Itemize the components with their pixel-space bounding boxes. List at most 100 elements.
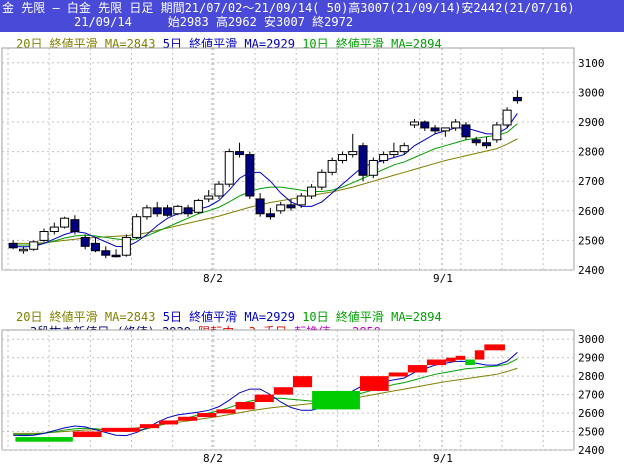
candle-down — [461, 124, 471, 138]
brick-up — [158, 420, 179, 425]
candle-up — [502, 109, 512, 126]
candle-up — [18, 248, 28, 252]
candle-down — [420, 121, 430, 129]
price-y-tick-label: 2800 — [578, 146, 605, 159]
brick-up — [139, 424, 159, 429]
price-y-tick-label: 3000 — [578, 86, 605, 99]
candle-down — [265, 213, 275, 218]
candle-down — [111, 254, 121, 258]
candle-up — [276, 204, 286, 212]
price-ma20-line — [13, 138, 518, 244]
header-ohlc: 21/09/14 始2983 高2962 安3007 終2972 — [2, 16, 353, 29]
price-y-tick-label: 2500 — [578, 234, 605, 247]
kagi-ma20-line — [13, 367, 518, 434]
price-y-tick-label: 2900 — [578, 116, 605, 129]
candle-up — [224, 151, 234, 185]
candle-up — [121, 236, 131, 256]
brick-up — [407, 365, 427, 373]
candle-up — [389, 151, 399, 156]
price-y-tick-label: 2600 — [578, 205, 605, 218]
brick-down — [312, 390, 360, 410]
brick-up — [273, 387, 293, 395]
candle-up — [132, 216, 142, 238]
header-date: 21/09/14 — [74, 15, 132, 29]
brick-up — [197, 413, 217, 418]
candle-up — [193, 199, 203, 213]
legend-bottom-ma20: 20日 終値平滑 MA=2843 — [16, 310, 156, 324]
kagi-y-tick-label: 2500 — [578, 426, 605, 439]
price-x-tick-label: 9/1 — [433, 272, 453, 285]
candle-down — [101, 250, 111, 256]
brick-up — [455, 355, 466, 360]
brick-up — [474, 350, 485, 360]
candle-up — [60, 217, 70, 228]
candle-up — [409, 121, 420, 126]
candle-up — [39, 231, 49, 241]
kagi-y-tick-label: 3000 — [578, 333, 605, 346]
price-x-tick-label: 8/2 — [203, 272, 223, 285]
candle-down — [471, 139, 481, 144]
candle-up — [451, 121, 461, 129]
candle-up — [307, 186, 317, 197]
candle-down — [512, 96, 522, 102]
candle-up — [204, 195, 214, 200]
legend-top-ma20: 20日 終値平滑 MA=2843 — [16, 37, 156, 51]
price-y-tick-label: 2700 — [578, 175, 605, 188]
candle-down — [245, 154, 255, 197]
brick-up — [359, 376, 389, 391]
candle-down — [358, 145, 368, 176]
candle-down — [90, 242, 100, 252]
candle-down — [8, 242, 18, 249]
candle-up — [327, 159, 337, 173]
candle-up — [337, 154, 347, 161]
candle-up — [49, 226, 59, 233]
candle-down — [183, 207, 193, 215]
kagi-x-tick-label: 8/2 — [203, 452, 223, 465]
kagi-y-tick-label: 2700 — [578, 389, 605, 402]
candle-down — [235, 151, 245, 156]
candle-up — [173, 205, 183, 215]
brick-up — [484, 344, 505, 351]
legend-top-ma5: 5日 終値平滑 MA=2929 — [162, 37, 295, 51]
kagi-ma5-line — [13, 351, 518, 437]
candle-up — [214, 183, 224, 197]
candle-down — [482, 142, 492, 147]
brick-up — [292, 376, 313, 388]
candle-up — [399, 145, 409, 153]
title-bar — [0, 0, 624, 32]
candle-down — [255, 198, 265, 215]
brick-up — [254, 394, 274, 402]
kagi-y-tick-label: 2600 — [578, 407, 605, 420]
brick-up — [216, 409, 236, 414]
header-title: 金 先限 — 白金 先限 日足 期間21/07/02〜21/09/14( 50)… — [2, 1, 575, 15]
kagi-y-tick-label: 2400 — [578, 444, 605, 457]
brick-up — [235, 402, 255, 410]
brick-down — [15, 437, 73, 442]
brick-down — [465, 359, 475, 366]
candle-up — [348, 151, 358, 156]
candle-up — [142, 207, 152, 218]
candle-up — [296, 195, 306, 206]
price-ma5-line — [13, 113, 518, 248]
candle-down — [430, 127, 440, 132]
candle-down — [152, 207, 162, 215]
brick-up — [446, 357, 456, 362]
kagi-y-tick-label: 2800 — [578, 370, 605, 383]
candle-up — [492, 124, 502, 141]
legend-bottom: 20日 終値平滑 MA=2843 5日 終値平滑 MA=2929 10日 終値平… — [16, 311, 442, 324]
legend-top-ma10: 10日 終値平滑 MA=2894 — [302, 37, 442, 51]
candle-down — [80, 236, 90, 247]
kagi-x-tick-label: 9/1 — [433, 452, 453, 465]
candle-up — [379, 154, 389, 161]
brick-up — [388, 372, 408, 377]
price-ma10-line — [13, 123, 518, 246]
candle-up — [368, 159, 378, 176]
candle-up — [440, 127, 450, 132]
brick-up — [178, 416, 198, 421]
candle-up — [29, 241, 39, 250]
brick-up — [101, 427, 140, 432]
candle-down — [286, 204, 296, 209]
legend-bottom-ma10: 10日 終値平滑 MA=2894 — [302, 310, 442, 324]
brick-up — [426, 359, 447, 366]
